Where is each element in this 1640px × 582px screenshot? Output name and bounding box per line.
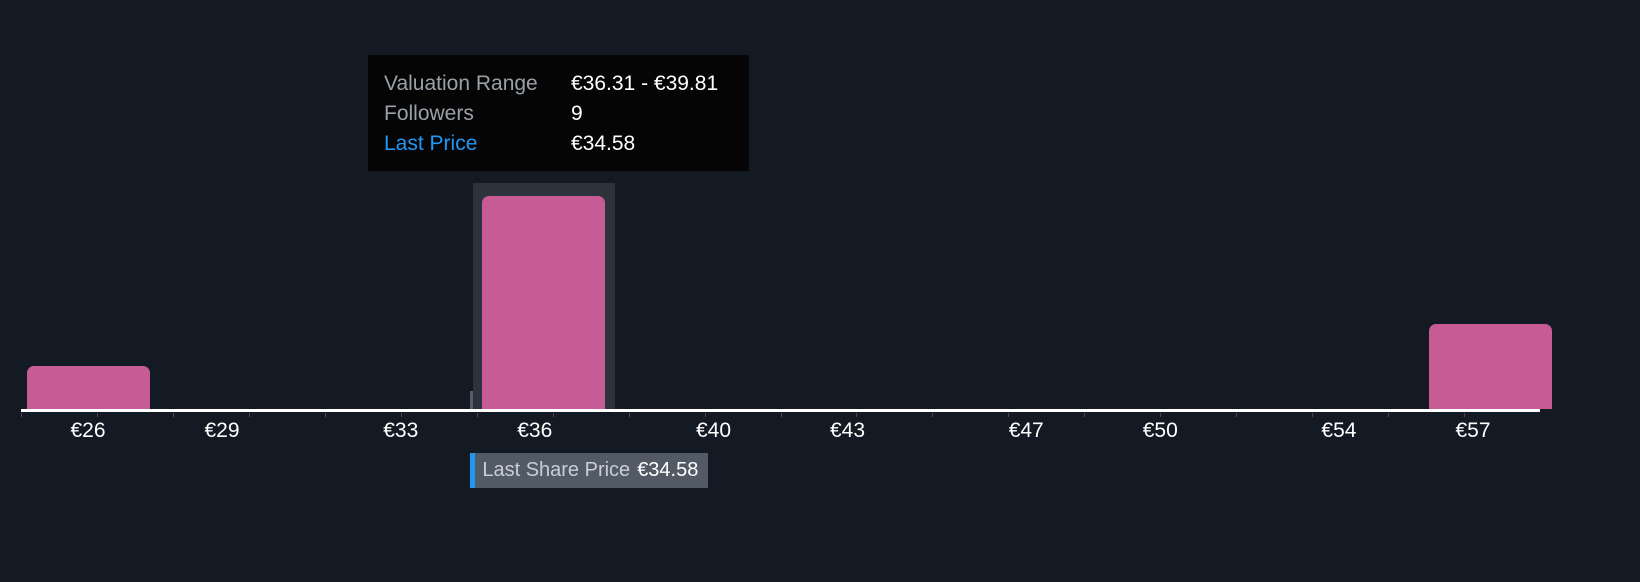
- x-axis-minor-tick: [780, 413, 782, 417]
- x-axis-minor-tick: [1084, 413, 1086, 417]
- x-axis-minor-tick: [1312, 413, 1314, 417]
- x-axis-tick-label: €33: [383, 419, 419, 442]
- tooltip-row: Valuation Range €36.31 - €39.81: [368, 69, 749, 99]
- x-axis-tick-label: €40: [695, 419, 732, 442]
- x-axis-minor-tick: [932, 413, 934, 417]
- x-axis-minor-tick: [856, 413, 858, 417]
- x-axis-minor-tick: [96, 413, 98, 417]
- x-axis-tick-label: €36: [517, 419, 553, 442]
- last-share-price-marker-line: [470, 391, 474, 409]
- histogram-bar[interactable]: [26, 366, 150, 409]
- histogram-bar-selected[interactable]: [482, 196, 606, 409]
- last-share-price-accent-bar: [470, 453, 476, 488]
- last-share-price-value: €34.58: [637, 459, 699, 481]
- chart-tooltip: Valuation Range €36.31 - €39.81 Follower…: [368, 55, 749, 171]
- x-axis-tick-label: €54: [1321, 419, 1357, 442]
- x-axis-tick-label: €47: [1008, 419, 1044, 442]
- tooltip-value-last-price: €34.58: [571, 132, 636, 155]
- x-axis-minor-tick: [628, 413, 630, 417]
- last-share-price-label-text: Last Share Price: [482, 459, 631, 481]
- x-axis-minor-tick: [21, 413, 22, 417]
- x-axis-tick-label: €26: [70, 419, 106, 442]
- tooltip-key-followers: Followers: [384, 102, 474, 125]
- x-axis-minor-tick: [552, 413, 554, 417]
- x-axis-line: [21, 409, 1540, 412]
- x-axis-minor-tick: [476, 413, 478, 417]
- tooltip-key-valuation-range: Valuation Range: [384, 72, 538, 95]
- x-axis-minor-tick: [248, 413, 250, 417]
- x-axis-minor-tick: [1388, 413, 1390, 417]
- x-axis-tick-label: €50: [1142, 419, 1178, 442]
- x-axis-minor-tick: [324, 413, 326, 417]
- x-axis-tick-label: €43: [829, 419, 866, 442]
- tooltip-row: Last Price €34.58: [368, 129, 749, 159]
- x-axis-minor-tick: [1236, 413, 1238, 417]
- last-share-price-label: Last Share Price €34.58: [470, 453, 709, 488]
- x-axis-minor-tick: [400, 413, 402, 417]
- tooltip-key-last-price: Last Price: [384, 132, 478, 155]
- tooltip-value-followers: 9: [571, 102, 583, 125]
- x-axis-minor-tick: [704, 413, 706, 417]
- tooltip-row: Followers 9: [368, 99, 749, 129]
- x-axis-minor-tick: [172, 413, 174, 417]
- x-axis-tick-label: €57: [1455, 419, 1491, 442]
- x-axis-minor-tick: [1008, 413, 1010, 417]
- x-axis-tick-label: €29: [204, 419, 240, 442]
- tooltip-value-valuation-range: €36.31 - €39.81: [571, 72, 719, 95]
- x-axis-minor-tick: [1160, 413, 1162, 417]
- histogram-bar[interactable]: [1429, 323, 1553, 409]
- x-axis-minor-tick: [1464, 413, 1466, 417]
